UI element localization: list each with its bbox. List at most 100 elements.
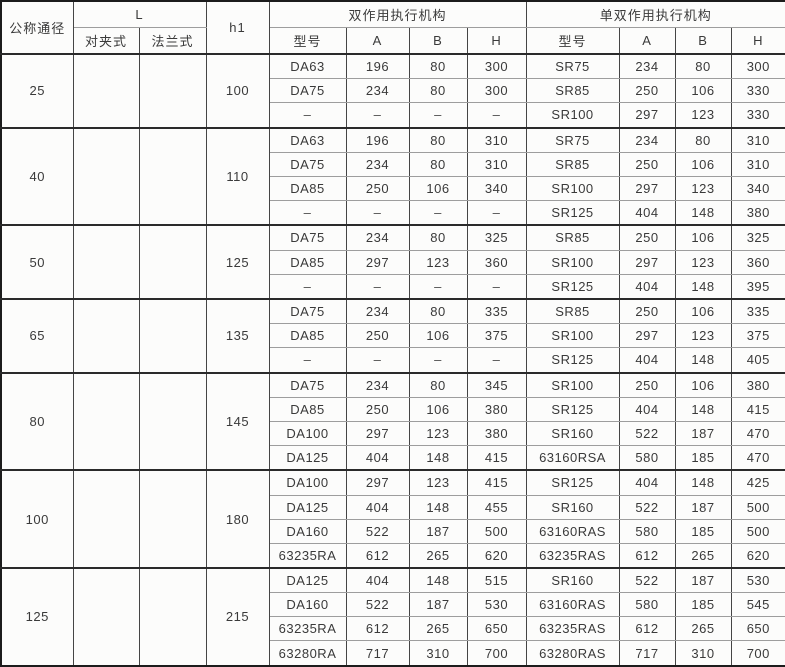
cell-da-A: 250 xyxy=(345,175,410,202)
cell-sr-A: 234 xyxy=(618,126,676,153)
cell-sr-A: 522 xyxy=(618,566,676,594)
cell-nominal-diameter: 125 xyxy=(0,566,74,667)
cell-sr-B: 80 xyxy=(674,53,732,80)
cell-da-H: 650 xyxy=(466,616,527,642)
cell-sr-B: 80 xyxy=(674,126,732,153)
cell-sr-A: 522 xyxy=(618,494,676,520)
cell-sr-model: SR125 xyxy=(525,396,620,422)
cell-da-H: 325 xyxy=(466,224,527,251)
cell-da-A: – xyxy=(345,102,410,129)
cell-sr-H: 620 xyxy=(730,542,785,569)
header-da-A: A xyxy=(345,27,410,55)
cell-da-H: – xyxy=(466,347,527,374)
table-row: DA85 297 123 360 SR100 297 123 360 xyxy=(1,249,785,275)
header-wafer-type: 对夹式 xyxy=(72,27,140,55)
cell-da-model: DA75 xyxy=(268,371,347,398)
cell-sr-H: 650 xyxy=(730,616,785,642)
cell-da-A: 297 xyxy=(345,469,410,496)
cell-sr-H: 380 xyxy=(730,200,785,226)
cell-sr-H: 500 xyxy=(730,494,785,520)
cell-sr-model: SR100 xyxy=(525,323,620,349)
header-row-2: 对夹式 法兰式 型号 A B H 型号 A B H xyxy=(1,27,785,55)
cell-da-B: 123 xyxy=(408,420,468,447)
cell-sr-model: SR100 xyxy=(525,371,620,398)
cell-da-A: 234 xyxy=(345,224,410,251)
cell-da-H: 300 xyxy=(466,53,527,80)
cell-sr-H: 425 xyxy=(730,469,785,496)
cell-da-B: 148 xyxy=(408,566,468,594)
cell-da-A: 522 xyxy=(345,592,410,618)
cell-da-B: 106 xyxy=(408,175,468,202)
cell-sr-B: 123 xyxy=(674,175,732,202)
cell-nominal-diameter: 25 xyxy=(0,53,74,129)
cell-da-B: – xyxy=(408,102,468,129)
cell-da-A: 717 xyxy=(345,640,410,667)
cell-da-B: – xyxy=(408,200,468,226)
cell-sr-H: 360 xyxy=(730,249,785,275)
cell-da-model: DA75 xyxy=(268,224,347,251)
cell-flange-length xyxy=(138,126,207,226)
cell-wafer-length xyxy=(72,126,140,226)
table-row: DA100 297 123 380 SR160 522 187 470 xyxy=(1,420,785,447)
cell-flange-length xyxy=(138,224,207,300)
cell-da-H: 380 xyxy=(466,420,527,447)
table-row: 50 125 DA75 234 80 325 SR85 250 106 325 xyxy=(0,224,785,300)
header-single-double-acting: 单双作用执行机构 xyxy=(525,0,785,28)
cell-sr-A: 404 xyxy=(618,396,676,422)
cell-da-H: 300 xyxy=(466,78,527,104)
cell-h1: 145 xyxy=(205,371,270,471)
cell-sr-B: 187 xyxy=(674,420,732,447)
header-flange-type: 法兰式 xyxy=(138,27,207,55)
cell-h1: 180 xyxy=(205,469,270,569)
cell-sr-A: 250 xyxy=(618,371,676,398)
cell-da-model: – xyxy=(268,102,347,129)
cell-da-model: DA125 xyxy=(268,494,347,520)
cell-sr-model: SR85 xyxy=(525,151,620,177)
cell-sr-A: 717 xyxy=(618,640,676,667)
cell-da-model: DA75 xyxy=(268,297,347,325)
cell-sr-model: SR75 xyxy=(525,126,620,153)
cell-sr-model: SR125 xyxy=(525,273,620,300)
cell-da-B: 123 xyxy=(408,469,468,496)
cell-sr-model: SR125 xyxy=(525,200,620,226)
table-row: 40 110 DA63 196 80 310 SR75 234 80 310 xyxy=(0,126,785,226)
cell-sr-A: 404 xyxy=(618,469,676,496)
cell-da-model: 63280RA xyxy=(268,640,347,667)
cell-da-H: 500 xyxy=(466,518,527,544)
cell-sr-B: 187 xyxy=(674,494,732,520)
table-header: 公称通径 L h1 双作用执行机构 单双作用执行机构 对夹式 法兰式 型号 A … xyxy=(0,0,785,55)
cell-sr-H: 470 xyxy=(730,445,785,471)
cell-sr-B: 265 xyxy=(674,542,732,569)
cell-da-H: 375 xyxy=(466,323,527,349)
cell-sr-H: 380 xyxy=(730,371,785,398)
cell-sr-H: 500 xyxy=(730,518,785,544)
cell-da-A: 196 xyxy=(345,53,410,80)
cell-da-H: 345 xyxy=(466,371,527,398)
cell-nominal-diameter: 40 xyxy=(0,126,74,226)
cell-sr-model: SR75 xyxy=(525,53,620,80)
cell-h1: 100 xyxy=(205,53,270,129)
cell-sr-H: 700 xyxy=(730,640,785,667)
cell-sr-B: 106 xyxy=(674,224,732,251)
header-double-acting: 双作用执行机构 xyxy=(268,0,527,28)
cell-da-model: DA125 xyxy=(268,445,347,471)
cell-da-model: DA85 xyxy=(268,396,347,422)
cell-da-A: 522 xyxy=(345,518,410,544)
cell-flange-length xyxy=(138,297,207,374)
cell-da-H: 340 xyxy=(466,175,527,202)
cell-sr-model: SR125 xyxy=(525,469,620,496)
cell-sr-B: 185 xyxy=(674,592,732,618)
cell-sr-model: 63160RAS xyxy=(525,592,620,618)
cell-da-model: DA160 xyxy=(268,592,347,618)
cell-sr-A: 612 xyxy=(618,616,676,642)
cell-da-H: 310 xyxy=(466,151,527,177)
cell-sr-H: 545 xyxy=(730,592,785,618)
header-sr-B: B xyxy=(674,27,732,55)
cell-sr-A: 297 xyxy=(618,102,676,129)
cell-sr-H: 405 xyxy=(730,347,785,374)
cell-da-A: – xyxy=(345,273,410,300)
cell-sr-model: SR100 xyxy=(525,249,620,275)
header-da-H: H xyxy=(466,27,527,55)
cell-da-H: – xyxy=(466,102,527,129)
